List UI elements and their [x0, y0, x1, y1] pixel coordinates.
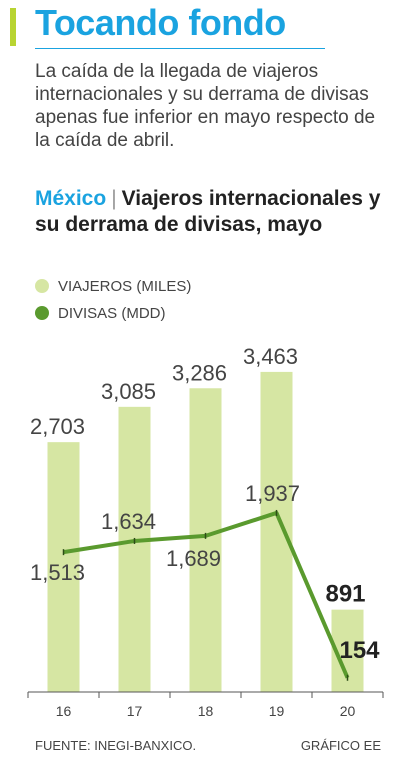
legend-swatch-viajeros — [35, 279, 49, 293]
bar-viajeros-16 — [47, 442, 80, 692]
deck-text: La caída de la llegada de viajeros inter… — [35, 61, 376, 151]
x-tick-label-18: 18 — [198, 703, 214, 719]
legend-item-divisas: DIVISAS (MDD) — [35, 302, 166, 324]
bar-label-20: 891 — [325, 581, 365, 608]
accent-bar — [10, 8, 16, 46]
bar-label-17: 3,085 — [101, 379, 156, 404]
line-label-18: 1,689 — [166, 546, 221, 571]
headline-rule — [35, 48, 325, 49]
bar-viajeros-18 — [189, 388, 222, 692]
chart-title-text: Viajeros internacionales y su derrama de… — [35, 187, 381, 236]
headline: Tocando fondo — [35, 2, 286, 43]
bar-label-18: 3,286 — [172, 360, 227, 385]
x-tick-label-17: 17 — [127, 703, 143, 719]
legend-label-divisas: DIVISAS (MDD) — [58, 304, 166, 322]
bar-label-16: 2,703 — [30, 414, 85, 439]
x-tick-label-20: 20 — [340, 703, 356, 719]
legend-label-viajeros: VIAJEROS (MILES) — [58, 277, 192, 295]
x-tick-label-19: 19 — [269, 703, 285, 719]
bar-label-19: 3,463 — [243, 344, 298, 369]
line-label-19: 1,937 — [245, 481, 300, 506]
chart-place: México — [35, 187, 107, 210]
legend-swatch-divisas — [35, 306, 49, 320]
title-separator: | — [111, 187, 117, 210]
legend-item-viajeros: VIAJEROS (MILES) — [35, 275, 191, 297]
credit-note: GRÁFICO EE — [300, 738, 381, 753]
line-label-17: 1,634 — [101, 509, 156, 534]
line-label-16: 1,513 — [30, 560, 85, 585]
footer: FUENTE: INEGI-BANXICO. GRÁFICO EE — [35, 738, 381, 753]
x-tick-label-16: 16 — [56, 703, 72, 719]
chart-title: México | Viajeros internacionales y su der… — [35, 186, 395, 238]
source-note: FUENTE: INEGI-BANXICO. — [35, 738, 197, 753]
line-label-20: 154 — [339, 637, 380, 664]
bar-viajeros-19 — [260, 371, 293, 692]
bar-viajeros-17 — [118, 406, 151, 692]
